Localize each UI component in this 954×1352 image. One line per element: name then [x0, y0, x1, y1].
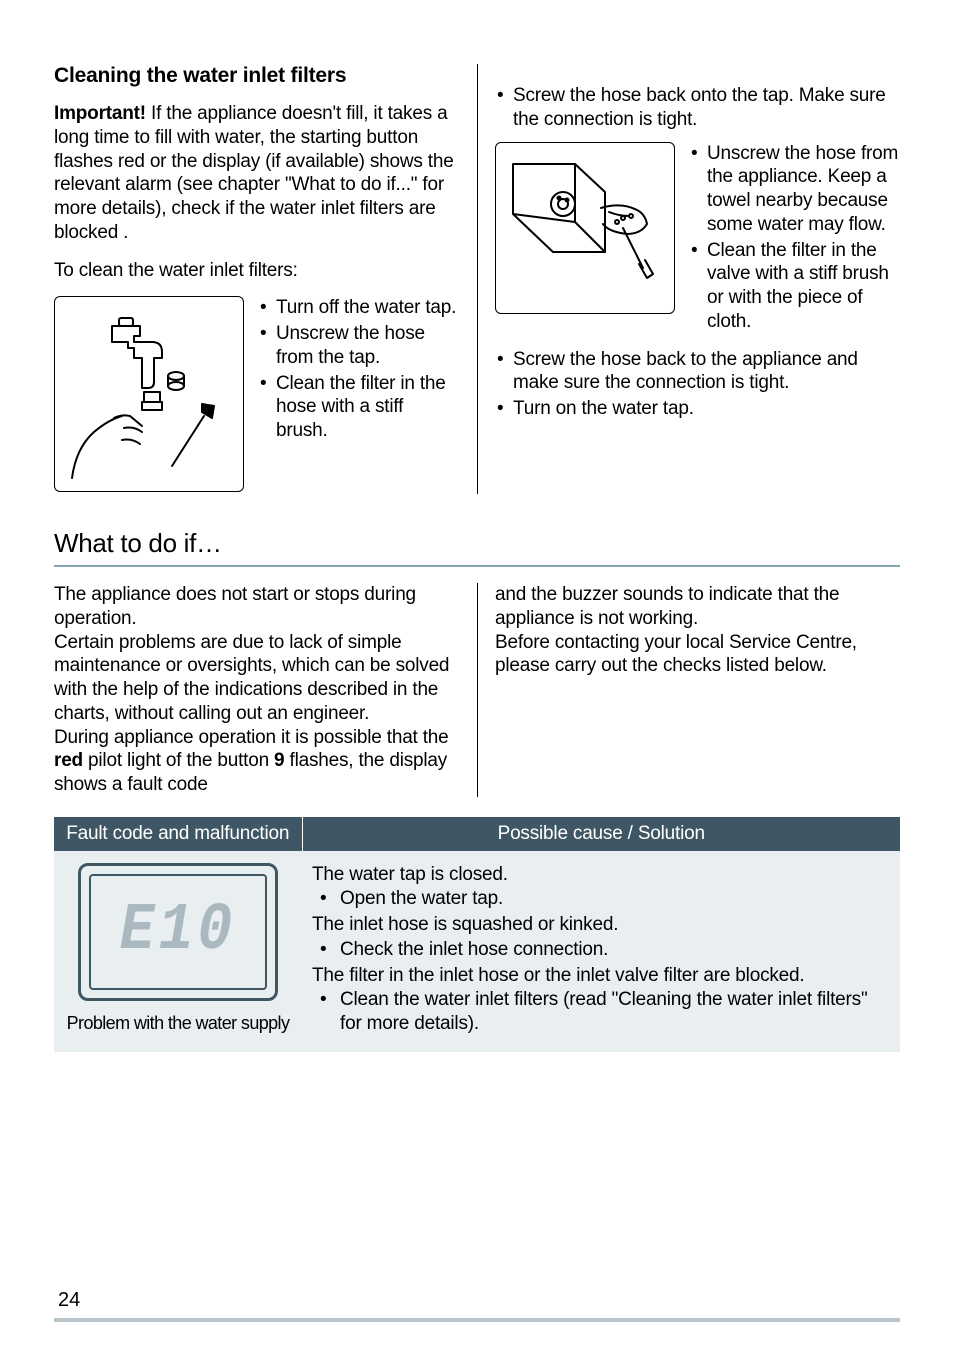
fault-display-inner: E10: [89, 874, 267, 990]
bottom-rule: [54, 1318, 900, 1322]
section-right-text: and the buzzer sounds to indicate that t…: [495, 583, 900, 678]
left-step-2: Unscrew the hose from the tap.: [258, 322, 459, 370]
tap-filter-illustration: [54, 296, 244, 492]
solution-2: Check the inlet hose connection.: [318, 938, 890, 962]
fault-table: Fault code and malfunction Possible caus…: [54, 817, 900, 1052]
cause-3: The filter in the inlet hose or the inle…: [312, 964, 890, 989]
column-divider: [477, 64, 478, 494]
right-after-bullet-2: Turn on the water tap.: [495, 397, 900, 421]
right-after-bullets: Screw the hose back to the appliance and…: [495, 348, 900, 421]
right-first-bullet-list: Screw the hose back onto the tap. Make s…: [495, 84, 900, 132]
fault-display: E10: [78, 863, 278, 1001]
right-first-bullet: Screw the hose back onto the tap. Make s…: [495, 84, 900, 132]
left-steps-list: Turn off the water tap. Unscrew the hose…: [258, 296, 459, 445]
fault-header-right: Possible cause / Solution: [302, 817, 900, 851]
solution-1: Open the water tap.: [318, 887, 890, 911]
section-left-bold1: red: [54, 750, 83, 771]
important-label: Important!: [54, 103, 146, 124]
right-side-bullets: Unscrew the hose from the appliance. Kee…: [689, 142, 900, 336]
table-row: E10 Problem with the water supply The wa…: [54, 851, 900, 1052]
right-after-bullet-1: Screw the hose back to the appliance and…: [495, 348, 900, 396]
section-left-part1: The appliance does not start or stops du…: [54, 584, 449, 748]
cause-2: The inlet hose is squashed or kinked.: [312, 913, 890, 938]
left-step-3: Clean the filter in the hose with a stif…: [258, 372, 459, 443]
cause-1: The water tap is closed.: [312, 863, 890, 888]
important-paragraph: Important! If the appliance doesn't fill…: [54, 102, 459, 245]
section-left-text: The appliance does not start or stops du…: [54, 583, 459, 797]
column-divider-2: [477, 583, 478, 797]
fault-caption: Problem with the water supply: [60, 1013, 296, 1035]
solution-3: Clean the water inlet filters (read "Cle…: [318, 988, 890, 1036]
fault-header-left: Fault code and malfunction: [54, 817, 302, 851]
appliance-filter-illustration: [495, 142, 675, 314]
section-left-bold2: 9: [274, 750, 284, 771]
left-step-1: Turn off the water tap.: [258, 296, 459, 320]
cleaning-heading: Cleaning the water inlet filters: [54, 64, 459, 88]
lead-text: To clean the water inlet filters:: [54, 259, 459, 283]
right-side-bullet-2: Clean the filter in the valve with a sti…: [689, 239, 900, 334]
section-heading: What to do if…: [54, 528, 900, 567]
fault-code: E10: [120, 888, 236, 975]
right-side-bullet-1: Unscrew the hose from the appliance. Kee…: [689, 142, 900, 237]
page-number: 24: [58, 1289, 80, 1312]
section-left-mid: pilot light of the button: [83, 750, 274, 771]
